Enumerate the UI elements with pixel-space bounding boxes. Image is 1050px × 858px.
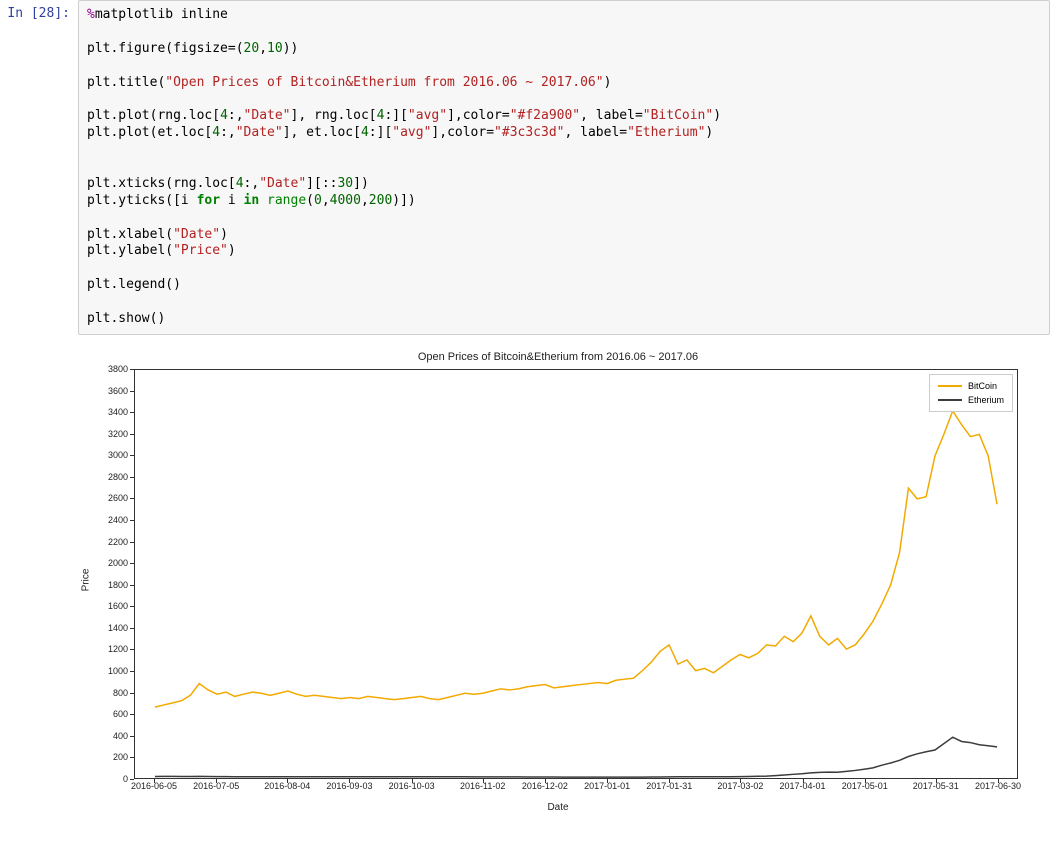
legend-swatch [938, 399, 962, 401]
y-tick-label: 400 [78, 731, 128, 741]
y-tick-label: 1600 [78, 601, 128, 611]
legend-swatch [938, 385, 962, 387]
series-line [155, 737, 997, 777]
y-tick-label: 3600 [78, 386, 128, 396]
y-tick-label: 2600 [78, 493, 128, 503]
y-tick-label: 2000 [78, 558, 128, 568]
y-tick-label: 3800 [78, 364, 128, 374]
y-tick-label: 2800 [78, 472, 128, 482]
legend-item: BitCoin [938, 379, 1004, 393]
plot-area: BitCoin Etherium [134, 369, 1018, 779]
y-tick-label: 2400 [78, 515, 128, 525]
code-input-area[interactable]: %matplotlib inline plt.figure(figsize=(2… [78, 0, 1050, 335]
legend: BitCoin Etherium [929, 374, 1013, 412]
y-tick-label: 1400 [78, 623, 128, 633]
y-tick-label: 600 [78, 709, 128, 719]
chart-title: Open Prices of Bitcoin&Etherium from 201… [78, 351, 1038, 363]
legend-label: Etherium [968, 395, 1004, 405]
line-chart: Open Prices of Bitcoin&Etherium from 201… [78, 345, 1038, 815]
y-tick-label: 1000 [78, 666, 128, 676]
output-area: Open Prices of Bitcoin&Etherium from 201… [78, 335, 1050, 815]
series-line [155, 411, 997, 707]
x-axis-label: Date [78, 802, 1038, 813]
code-cell: In [28]: %matplotlib inline plt.figure(f… [0, 0, 1050, 335]
y-tick-label: 3000 [78, 450, 128, 460]
y-tick-label: 1800 [78, 580, 128, 590]
y-tick-label: 200 [78, 752, 128, 762]
input-prompt: In [28]: [0, 0, 78, 335]
y-tick-label: 3200 [78, 429, 128, 439]
legend-item: Etherium [938, 393, 1004, 407]
chart-lines [135, 370, 1017, 778]
y-tick-label: 2200 [78, 537, 128, 547]
y-tick-label: 0 [78, 774, 128, 784]
legend-label: BitCoin [968, 381, 997, 391]
y-tick-label: 800 [78, 688, 128, 698]
y-tick-label: 3400 [78, 407, 128, 417]
y-tick-label: 1200 [78, 644, 128, 654]
